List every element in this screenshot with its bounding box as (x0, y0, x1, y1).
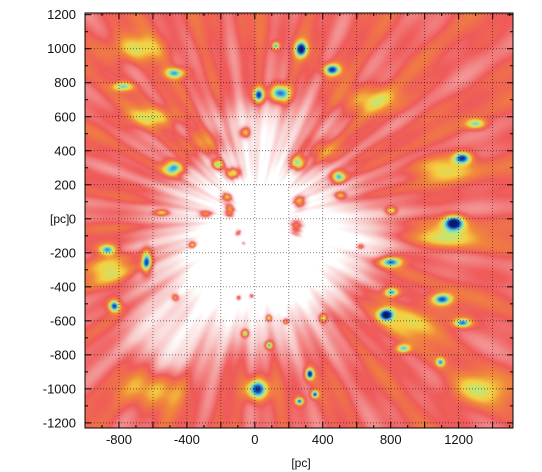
y-tick-label: 800 (54, 75, 76, 90)
x-axis-tick-labels: -800 -400 0 400 800 1200 (106, 432, 473, 447)
heatmap-image (85, 13, 513, 428)
y-tick-label: 1200 (47, 7, 76, 22)
x-tick-label: 400 (312, 432, 334, 447)
x-axis-label: [pc] (291, 456, 310, 470)
plot-frame (84, 12, 514, 429)
y-tick-label: 600 (54, 109, 76, 124)
heatmap-raster (85, 13, 513, 428)
grid-lines (85, 13, 513, 428)
y-tick-label: -1000 (43, 381, 76, 396)
y-tick-label: 1000 (47, 41, 76, 56)
y-tick-label: -800 (50, 347, 76, 362)
x-tick-label: 0 (251, 432, 258, 447)
y-tick-label: 0 (69, 211, 76, 226)
x-tick-label: 800 (380, 432, 402, 447)
y-axis-label: [pc] (50, 212, 69, 226)
x-tick-label: 1200 (444, 432, 473, 447)
y-tick-label: -1200 (43, 415, 76, 430)
y-tick-label: 400 (54, 143, 76, 158)
x-tick-label: -400 (174, 432, 200, 447)
y-axis-tick-labels: 1200 1000 800 600 400 200 0 -200 -400 -600 -800 -10… (43, 7, 76, 430)
axis-ticks (84, 13, 513, 428)
y-tick-label: -600 (50, 313, 76, 328)
x-tick-label: -800 (106, 432, 132, 447)
y-tick-label: -400 (50, 279, 76, 294)
y-tick-label: -200 (50, 245, 76, 260)
y-tick-label: 200 (54, 177, 76, 192)
